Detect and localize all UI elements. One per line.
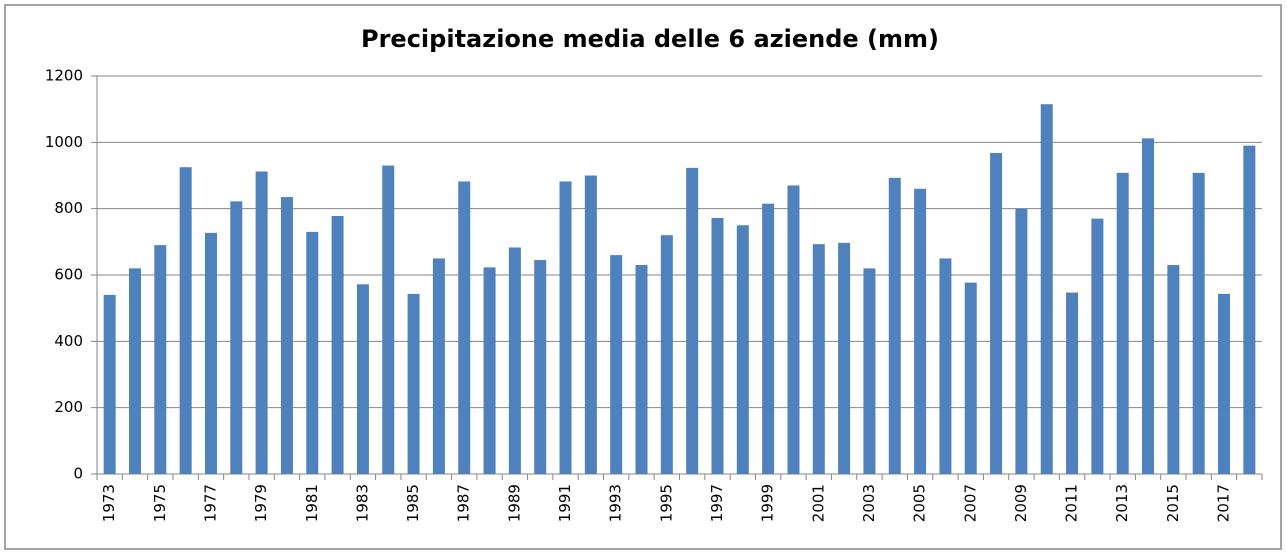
y-tick-label: 400	[54, 332, 83, 350]
bar	[914, 188, 927, 474]
x-tick-label: 1977	[201, 484, 219, 522]
bar	[382, 165, 395, 475]
bar	[204, 232, 217, 474]
bar	[407, 293, 420, 474]
x-tick-label: 1991	[556, 484, 574, 522]
bar	[686, 167, 699, 474]
bar	[1091, 218, 1104, 474]
bar	[964, 282, 977, 474]
bar	[508, 247, 521, 474]
x-tick-label: 2005	[911, 484, 929, 522]
bar	[1116, 172, 1129, 474]
x-tick-label: 1997	[708, 484, 726, 522]
bar	[838, 242, 851, 474]
x-tick-label: 1995	[657, 484, 675, 522]
y-tick-label: 1200	[45, 67, 83, 85]
x-tick-label: 1999	[759, 484, 777, 522]
bar	[1192, 172, 1205, 474]
y-tick-label: 1000	[45, 133, 83, 151]
x-tick-label: 1975	[151, 484, 169, 522]
bar	[432, 258, 445, 474]
bar	[356, 284, 369, 474]
bar	[1142, 138, 1155, 474]
x-tick-label: 2013	[1113, 484, 1131, 522]
y-tick-label: 200	[54, 398, 83, 416]
bar	[863, 268, 876, 474]
bar	[1167, 265, 1180, 474]
x-tick-label: 1987	[455, 484, 473, 522]
bar	[660, 235, 673, 474]
bar	[736, 225, 749, 474]
bar	[483, 267, 496, 474]
bar	[1015, 208, 1028, 474]
x-tick-label: 2003	[860, 484, 878, 522]
x-tick-label: 1993	[607, 484, 625, 522]
bar	[711, 217, 724, 474]
bar	[990, 152, 1003, 475]
bar	[179, 167, 192, 475]
bar	[1243, 145, 1256, 474]
bar	[1218, 293, 1231, 474]
x-tick-label: 1985	[404, 484, 422, 522]
bar	[128, 268, 141, 474]
bar	[280, 197, 293, 474]
bar	[1066, 292, 1079, 474]
bar	[458, 181, 471, 474]
bar	[103, 294, 116, 474]
bar	[939, 258, 952, 474]
y-tick-label: 0	[73, 465, 83, 483]
x-tick-label: 2007	[961, 484, 979, 522]
bar	[812, 244, 825, 474]
x-tick-label: 2015	[1164, 484, 1182, 522]
x-tick-label: 1981	[303, 484, 321, 522]
x-tick-label: 1989	[505, 484, 523, 522]
bar	[762, 203, 775, 475]
bar	[331, 215, 344, 475]
bar	[635, 265, 648, 474]
x-tick-label: 2001	[809, 484, 827, 522]
bar	[255, 171, 268, 474]
x-tick-label: 1979	[252, 484, 270, 522]
x-tick-label: 2011	[1063, 484, 1081, 522]
bar	[584, 175, 597, 474]
bar	[559, 181, 572, 474]
bar	[534, 260, 547, 474]
bar	[230, 201, 243, 474]
y-tick-label: 600	[54, 266, 83, 284]
x-tick-label: 1973	[100, 484, 118, 522]
bar	[610, 255, 623, 474]
bar	[306, 231, 319, 474]
chart-title: Precipitazione media delle 6 aziende (mm…	[361, 25, 939, 53]
bar	[1040, 104, 1053, 475]
bar	[787, 185, 800, 474]
x-tick-label: 2009	[1012, 484, 1030, 522]
y-tick-label: 800	[54, 199, 83, 217]
bar	[888, 177, 901, 475]
x-tick-label: 2017	[1215, 484, 1233, 522]
x-tick-label: 1983	[353, 484, 371, 522]
bar	[154, 245, 167, 474]
